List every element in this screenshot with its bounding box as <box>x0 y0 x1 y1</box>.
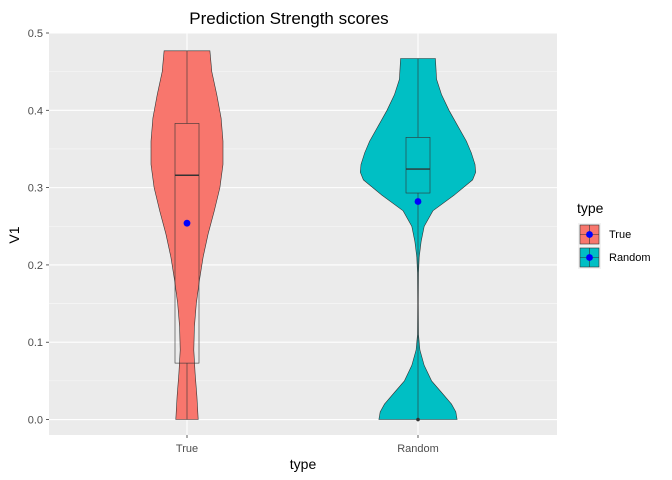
plot-panel <box>49 33 557 435</box>
y-tick-label: 0.1 <box>28 337 43 349</box>
legend-key-mean-point <box>586 254 593 261</box>
legend-title: type <box>577 200 604 216</box>
y-tick-label: 0.0 <box>28 415 43 427</box>
legend-item-true: True <box>578 223 631 246</box>
x-axis: True Random <box>176 435 439 455</box>
x-tick-label: True <box>176 443 198 455</box>
y-tick-label: 0.2 <box>28 260 43 272</box>
mean-point-true <box>183 219 191 227</box>
y-tick-label: 0.3 <box>28 183 43 195</box>
mean-point-random <box>414 198 422 205</box>
box-true <box>174 123 200 364</box>
points <box>183 198 422 422</box>
x-tick-label: Random <box>397 443 439 455</box>
y-tick-label: 0.4 <box>28 105 43 117</box>
x-axis-title: type <box>290 456 317 472</box>
outlier-point-random <box>416 417 420 422</box>
legend-label: True <box>609 229 631 241</box>
legend-key-mean-point <box>586 231 593 238</box>
chart-title: Prediction Strength scores <box>189 9 388 28</box>
legend: type True Random <box>577 200 651 269</box>
y-axis: 0.0 0.1 0.2 0.3 0.4 0.5 <box>28 28 49 427</box>
legend-item-random: Random <box>578 246 651 269</box>
legend-label: Random <box>609 252 651 264</box>
box-random <box>405 137 431 194</box>
boxplots <box>174 50 431 420</box>
violin-true <box>150 50 224 420</box>
y-tick-label: 0.5 <box>28 28 43 40</box>
y-axis-title: V1 <box>6 226 22 243</box>
